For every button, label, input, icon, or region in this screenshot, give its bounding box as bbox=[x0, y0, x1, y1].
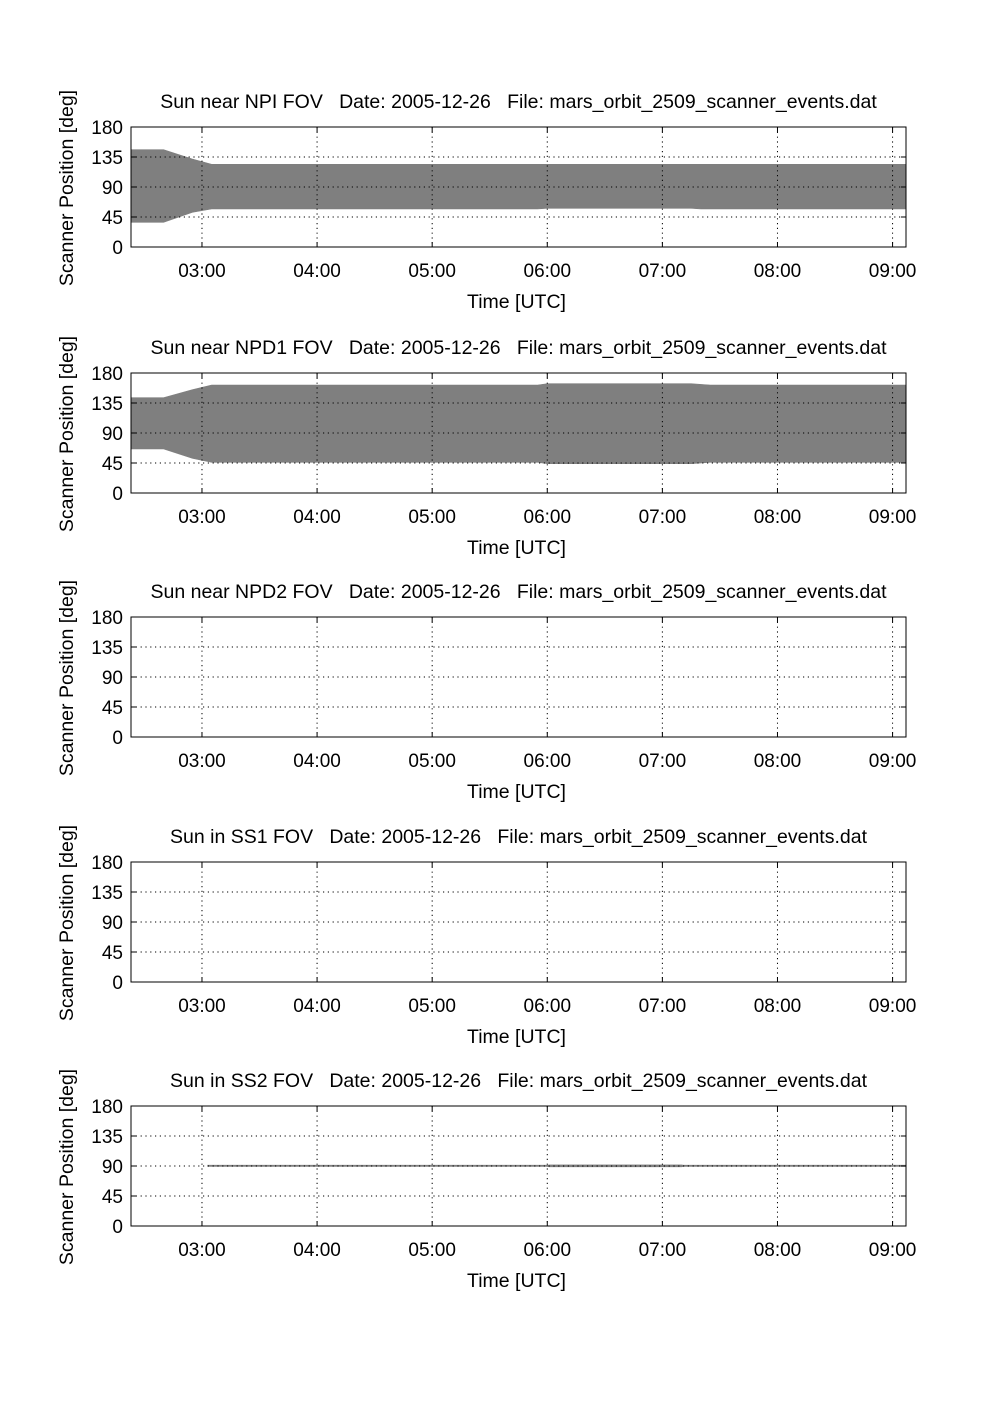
x-axis-label: Time [UTC] bbox=[467, 1270, 566, 1292]
x-tick-label: 08:00 bbox=[754, 996, 802, 1017]
y-tick-label: 45 bbox=[102, 1187, 123, 1208]
y-tick-label: 90 bbox=[102, 913, 123, 934]
x-tick-label: 09:00 bbox=[869, 261, 917, 282]
y-axis-label: Scanner Position [deg] bbox=[56, 336, 78, 532]
y-tick-label: 90 bbox=[102, 178, 123, 199]
x-tick-label: 05:00 bbox=[408, 751, 456, 772]
x-tick-label: 07:00 bbox=[639, 996, 687, 1017]
y-tick-label: 0 bbox=[112, 238, 123, 259]
x-tick-label: 09:00 bbox=[869, 507, 917, 528]
y-tick-label: 90 bbox=[102, 668, 123, 689]
panel-npd1: Sun near NPD1 FOV Date: 2005-12-26 File:… bbox=[56, 336, 916, 559]
panel-ss2: Sun in SS2 FOV Date: 2005-12-26 File: ma… bbox=[56, 1069, 916, 1292]
sun-visibility-band-0 bbox=[207, 1164, 907, 1168]
x-tick-label: 06:00 bbox=[524, 507, 572, 528]
y-tick-label: 0 bbox=[112, 1217, 123, 1238]
x-tick-label: 06:00 bbox=[524, 261, 572, 282]
y-tick-label: 135 bbox=[91, 883, 123, 904]
y-axis-label: Scanner Position [deg] bbox=[56, 1069, 78, 1265]
x-tick-label: 09:00 bbox=[869, 751, 917, 772]
x-tick-label: 04:00 bbox=[293, 751, 341, 772]
x-tick-label: 03:00 bbox=[178, 996, 226, 1017]
x-tick-label: 08:00 bbox=[754, 1240, 802, 1261]
x-tick-label: 05:00 bbox=[408, 1240, 456, 1261]
x-tick-label: 09:00 bbox=[869, 996, 917, 1017]
y-tick-label: 135 bbox=[91, 1127, 123, 1148]
x-tick-label: 08:00 bbox=[754, 751, 802, 772]
x-tick-label: 04:00 bbox=[293, 996, 341, 1017]
y-tick-label: 45 bbox=[102, 698, 123, 719]
x-axis-label: Time [UTC] bbox=[467, 1026, 566, 1048]
y-axis-label: Scanner Position [deg] bbox=[56, 580, 78, 776]
y-tick-label: 45 bbox=[102, 943, 123, 964]
y-tick-label: 0 bbox=[112, 973, 123, 994]
panel-title: Sun in SS1 FOV Date: 2005-12-26 File: ma… bbox=[170, 826, 868, 848]
y-tick-label: 180 bbox=[91, 118, 123, 139]
x-tick-label: 06:00 bbox=[524, 751, 572, 772]
y-axis-label: Scanner Position [deg] bbox=[56, 825, 78, 1021]
panel-npd2: Sun near NPD2 FOV Date: 2005-12-26 File:… bbox=[56, 580, 916, 803]
x-tick-label: 08:00 bbox=[754, 507, 802, 528]
x-tick-label: 06:00 bbox=[524, 1240, 572, 1261]
panel-title: Sun near NPD1 FOV Date: 2005-12-26 File:… bbox=[151, 337, 888, 359]
y-tick-label: 180 bbox=[91, 853, 123, 874]
panel-ss1: Sun in SS1 FOV Date: 2005-12-26 File: ma… bbox=[56, 825, 916, 1048]
y-tick-label: 180 bbox=[91, 364, 123, 385]
y-tick-label: 90 bbox=[102, 1157, 123, 1178]
x-tick-label: 07:00 bbox=[639, 261, 687, 282]
x-axis-label: Time [UTC] bbox=[467, 537, 566, 559]
x-tick-label: 05:00 bbox=[408, 261, 456, 282]
y-tick-label: 0 bbox=[112, 484, 123, 505]
panel-npi: Sun near NPI FOV Date: 2005-12-26 File: … bbox=[56, 90, 916, 313]
y-tick-label: 135 bbox=[91, 148, 123, 169]
x-tick-label: 07:00 bbox=[639, 1240, 687, 1261]
x-tick-label: 03:00 bbox=[178, 507, 226, 528]
panel-title: Sun near NPD2 FOV Date: 2005-12-26 File:… bbox=[151, 581, 888, 603]
sun-visibility-band-0 bbox=[130, 149, 907, 223]
x-tick-label: 05:00 bbox=[408, 996, 456, 1017]
x-tick-label: 04:00 bbox=[293, 507, 341, 528]
panel-title: Sun in SS2 FOV Date: 2005-12-26 File: ma… bbox=[170, 1070, 868, 1092]
y-tick-label: 135 bbox=[91, 638, 123, 659]
y-tick-label: 45 bbox=[102, 208, 123, 229]
sun-visibility-band-0 bbox=[130, 383, 907, 465]
y-tick-label: 180 bbox=[91, 1097, 123, 1118]
x-tick-label: 07:00 bbox=[639, 751, 687, 772]
y-axis-label: Scanner Position [deg] bbox=[56, 90, 78, 286]
x-tick-label: 03:00 bbox=[178, 1240, 226, 1261]
panel-title: Sun near NPI FOV Date: 2005-12-26 File: … bbox=[160, 91, 877, 113]
y-tick-label: 45 bbox=[102, 454, 123, 475]
x-tick-label: 05:00 bbox=[408, 507, 456, 528]
x-tick-label: 07:00 bbox=[639, 507, 687, 528]
x-axis-label: Time [UTC] bbox=[467, 781, 566, 803]
y-tick-label: 0 bbox=[112, 728, 123, 749]
x-tick-label: 09:00 bbox=[869, 1240, 917, 1261]
x-tick-label: 04:00 bbox=[293, 261, 341, 282]
y-tick-label: 180 bbox=[91, 608, 123, 629]
x-tick-label: 03:00 bbox=[178, 261, 226, 282]
y-tick-label: 135 bbox=[91, 394, 123, 415]
x-tick-label: 06:00 bbox=[524, 996, 572, 1017]
x-tick-label: 03:00 bbox=[178, 751, 226, 772]
y-tick-label: 90 bbox=[102, 424, 123, 445]
x-tick-label: 04:00 bbox=[293, 1240, 341, 1261]
x-axis-label: Time [UTC] bbox=[467, 291, 566, 313]
x-tick-label: 08:00 bbox=[754, 261, 802, 282]
